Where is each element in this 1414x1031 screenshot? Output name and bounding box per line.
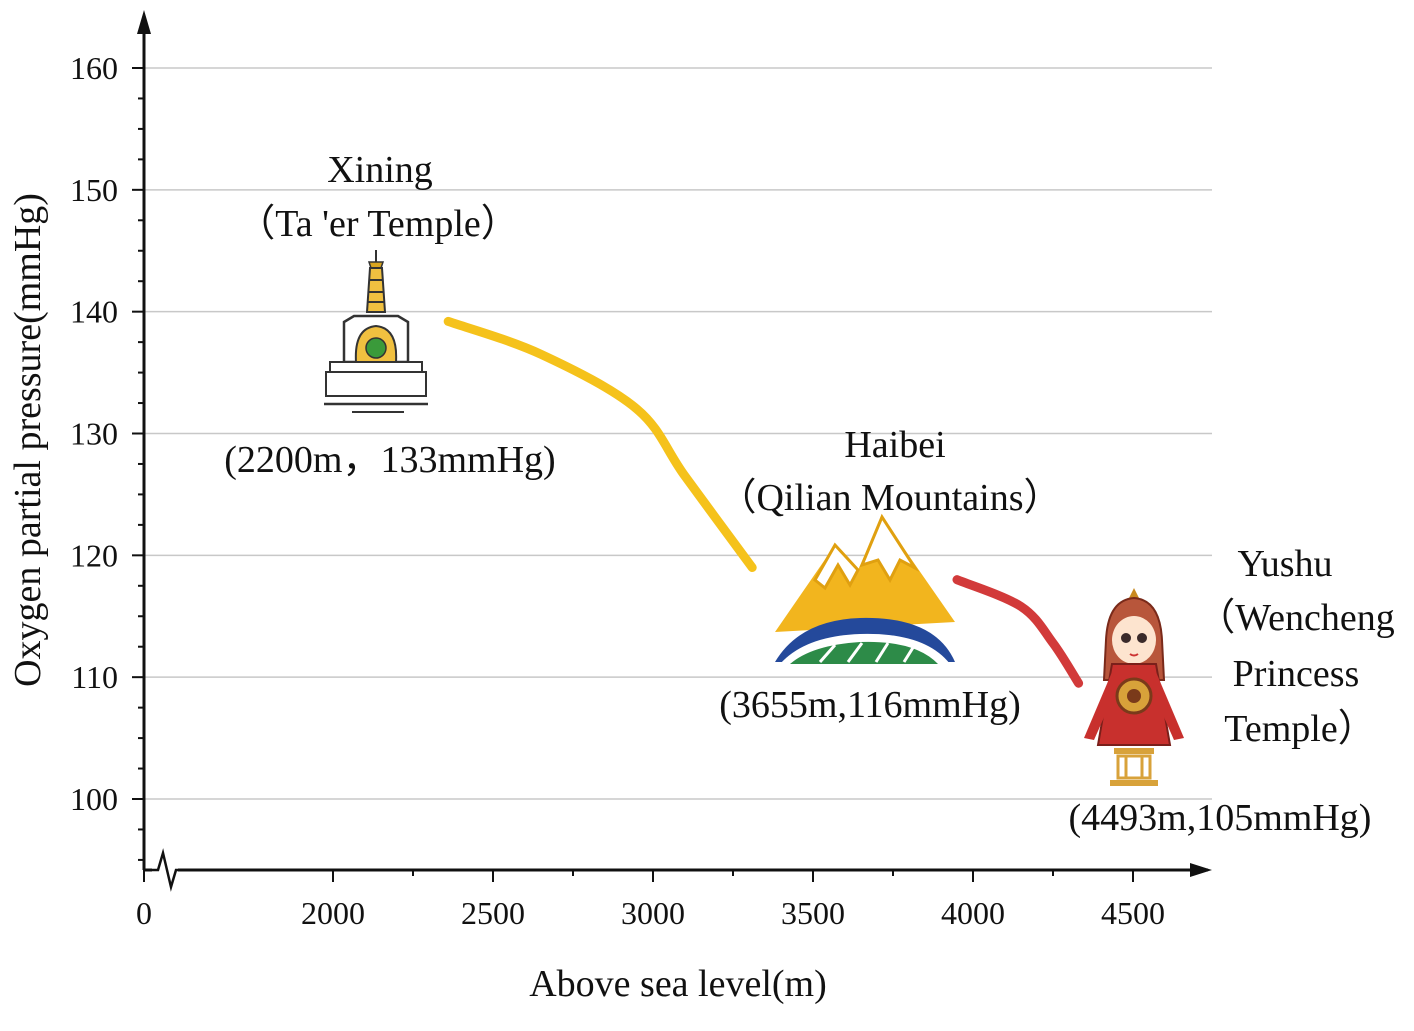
x-tick-label: 4000 (941, 895, 1005, 931)
axis-break-symbol (150, 848, 184, 892)
x-tick-label: 4500 (1101, 895, 1165, 931)
y-tick-label: 140 (70, 294, 118, 330)
y-tick-label: 160 (70, 50, 118, 86)
x-tick-label: 2500 (461, 895, 525, 931)
annotation-xining-name: Xining (327, 149, 433, 191)
annotation-yushu-name: Yushu (1237, 543, 1332, 585)
annotation-haibei: Haibei （Qilian Mountains） (3655m,116mmHg… (718, 424, 1061, 726)
x-tick-label: 0 (136, 895, 152, 931)
annotation-yushu-label: (4493m,105mmHg) (1069, 797, 1372, 839)
x-axis-title: Above sea level(m) (529, 963, 827, 1005)
series-lines (443, 316, 1084, 688)
y-tick-label: 150 (70, 172, 118, 208)
series-line-xining-haibei (443, 316, 757, 573)
mountain-icon (775, 513, 955, 664)
y-tick-label: 100 (70, 781, 118, 817)
y-tick-label: 130 (70, 416, 118, 452)
x-axis-arrow (1190, 863, 1212, 877)
annotation-haibei-name: Haibei (844, 424, 945, 466)
series-line-haibei-yushu (952, 575, 1084, 688)
princess-icon (1084, 588, 1184, 786)
axes (137, 10, 1212, 892)
annotation-yushu-subtitle-1: （Wencheng (1197, 597, 1394, 639)
x-tick-label: 3000 (621, 895, 685, 931)
stupa-icon (324, 250, 428, 413)
annotation-yushu: Yushu （Wencheng Princess Temple） (4493m,… (1069, 543, 1395, 839)
annotation-yushu-subtitle-3: Temple） (1224, 708, 1375, 750)
tick-labels: 100 110 120 130 140 150 160 0 2000 2500 3000 3500 40… (70, 50, 1165, 931)
annotation-haibei-subtitle: （Qilian Mountains） (718, 477, 1061, 519)
y-axis-arrow (137, 10, 151, 34)
annotation-xining-label: (2200m，133mmHg) (224, 439, 555, 481)
x-tick-label: 3500 (781, 895, 845, 931)
tick-marks (132, 67, 1134, 882)
annotation-xining-subtitle: （Ta 'er Temple） (237, 203, 519, 245)
y-tick-label: 110 (71, 659, 118, 695)
annotation-yushu-subtitle-2: Princess (1233, 653, 1360, 695)
x-tick-label: 2000 (301, 895, 365, 931)
annotation-haibei-label: (3655m,116mmHg) (719, 684, 1021, 726)
y-axis-title: Oxygen partial pressure(mmHg) (7, 193, 49, 687)
gridlines (144, 67, 1212, 800)
annotation-xining: Xining （Ta 'er Temple） (2200m，133mmHg) (224, 149, 555, 481)
y-tick-label: 120 (70, 537, 118, 573)
